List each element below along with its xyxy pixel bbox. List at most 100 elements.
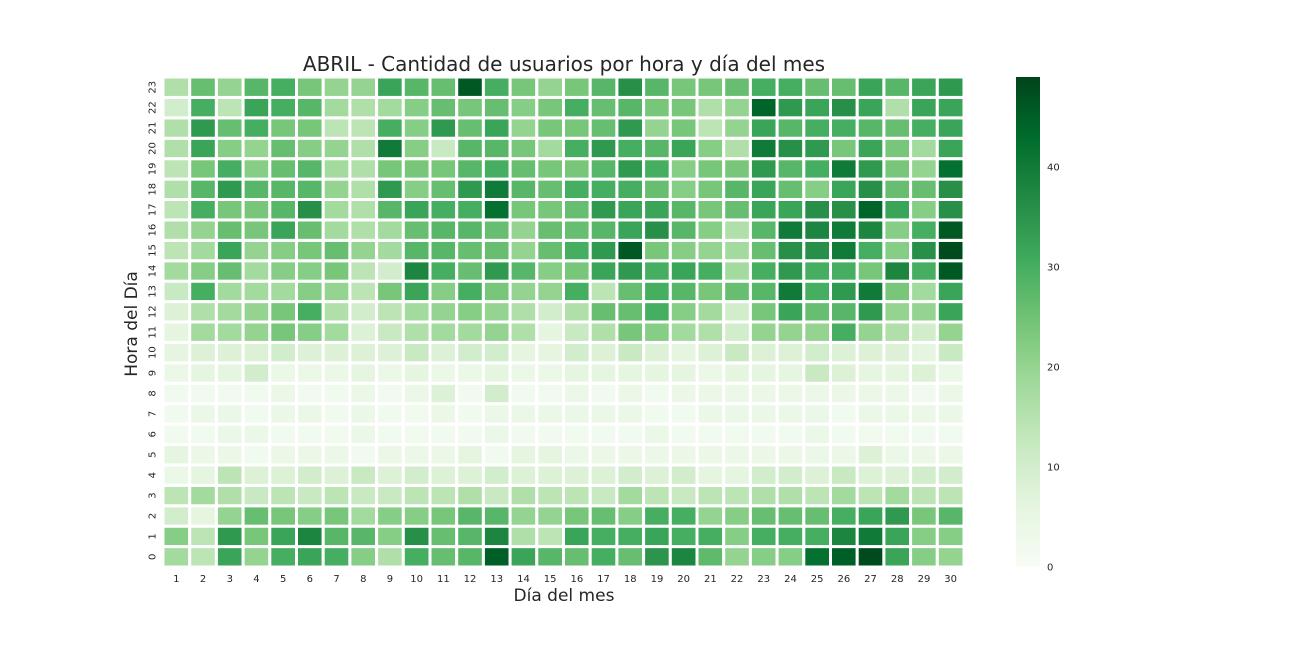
heatmap-cell <box>481 340 512 365</box>
heatmap-cell <box>375 320 405 344</box>
y-tick-label: 19 <box>148 163 159 176</box>
heatmap-cell <box>695 340 726 365</box>
heatmap-cell <box>882 402 913 426</box>
x-tick-label: 14 <box>517 574 530 585</box>
heatmap-cell <box>321 157 352 181</box>
heatmap-cell <box>722 524 752 549</box>
x-tick-label: 9 <box>387 574 393 585</box>
heatmap-cell <box>882 136 913 161</box>
heatmap-cell <box>214 238 245 263</box>
heatmap-cell <box>348 402 379 426</box>
heatmap-cell <box>855 177 886 201</box>
heatmap-cell <box>481 320 512 344</box>
heatmap-cell <box>695 259 726 283</box>
heatmap-cell <box>401 402 432 426</box>
x-tick-label: 10 <box>410 574 423 585</box>
heatmap-cell <box>695 463 726 487</box>
heatmap-cell <box>668 320 699 344</box>
heatmap-cell <box>214 136 245 161</box>
heatmap-cell <box>855 95 886 120</box>
heatmap-cell <box>188 504 218 528</box>
heatmap-cell <box>321 340 352 365</box>
heatmap-cell <box>348 483 379 508</box>
heatmap-cell <box>508 545 539 569</box>
heatmap-cell <box>829 279 859 304</box>
heatmap-cell <box>748 218 779 242</box>
heatmap-cell <box>188 422 218 447</box>
heatmap-cell <box>615 300 646 324</box>
heatmap-cell <box>188 198 218 222</box>
heatmap-cell <box>268 218 298 242</box>
heatmap-cell <box>508 463 539 487</box>
heatmap-cell <box>375 259 405 283</box>
heatmap-cell <box>241 443 272 467</box>
heatmap-cell <box>214 340 245 365</box>
heatmap-cell <box>428 443 459 467</box>
heatmap-cell <box>295 75 325 99</box>
x-tick-label: 12 <box>464 574 477 585</box>
heatmap-cell <box>909 75 939 99</box>
heatmap-cell <box>481 463 512 487</box>
heatmap-cell <box>535 116 565 140</box>
heatmap-cell <box>695 402 726 426</box>
heatmap-cell <box>481 422 512 447</box>
heatmap-cell <box>481 545 512 569</box>
heatmap-cell <box>615 238 646 263</box>
heatmap-cell <box>855 361 886 385</box>
heatmap-cell <box>642 238 672 263</box>
heatmap-cell <box>829 381 859 406</box>
heatmap-cell <box>428 340 459 365</box>
heatmap-cell <box>214 320 245 344</box>
heatmap-cell <box>455 136 485 161</box>
heatmap-cell <box>161 402 192 426</box>
heatmap-cell <box>722 75 752 99</box>
heatmap-cell <box>802 483 832 508</box>
heatmap-cell <box>909 136 939 161</box>
heatmap-cell <box>775 504 806 528</box>
heatmap-cell <box>295 136 325 161</box>
heatmap-cell <box>775 443 806 467</box>
heatmap-cell <box>775 279 806 304</box>
heatmap-cell <box>348 279 379 304</box>
y-tick-label: 15 <box>148 244 159 257</box>
heatmap-cell <box>909 198 939 222</box>
heatmap-cell <box>775 545 806 569</box>
heatmap-cell <box>722 422 752 447</box>
heatmap-cell <box>241 463 272 487</box>
heatmap-cell <box>508 218 539 242</box>
heatmap-cell <box>802 300 832 324</box>
heatmap-cell <box>562 361 592 385</box>
heatmap-cell <box>588 177 619 201</box>
heatmap-cell <box>748 402 779 426</box>
heatmap-cell <box>588 198 619 222</box>
heatmap-cell <box>668 136 699 161</box>
heatmap-cell <box>855 259 886 283</box>
heatmap-cell <box>615 157 646 181</box>
heatmap-cell <box>588 116 619 140</box>
heatmap-cell <box>722 177 752 201</box>
heatmap-cell <box>455 157 485 181</box>
heatmap-cell <box>188 300 218 324</box>
heatmap-cell <box>535 402 565 426</box>
heatmap-cell <box>562 443 592 467</box>
heatmap-cell <box>935 136 966 161</box>
heatmap-cell <box>241 381 272 406</box>
heatmap-cell <box>909 422 939 447</box>
heatmap-cell <box>268 238 298 263</box>
heatmap-cell <box>268 340 298 365</box>
x-tick-label: 3 <box>227 574 233 585</box>
heatmap-cell <box>268 177 298 201</box>
heatmap-cell <box>508 157 539 181</box>
heatmap-cell <box>295 402 325 426</box>
heatmap-cell <box>455 483 485 508</box>
heatmap-cell <box>935 463 966 487</box>
heatmap-cell <box>321 361 352 385</box>
heatmap-cell <box>375 300 405 324</box>
heatmap-cell <box>321 136 352 161</box>
heatmap-cell <box>268 198 298 222</box>
heatmap-cell <box>748 422 779 447</box>
heatmap-cell <box>695 320 726 344</box>
heatmap-cell <box>588 300 619 324</box>
heatmap-cell <box>829 320 859 344</box>
heatmap-cell <box>668 279 699 304</box>
